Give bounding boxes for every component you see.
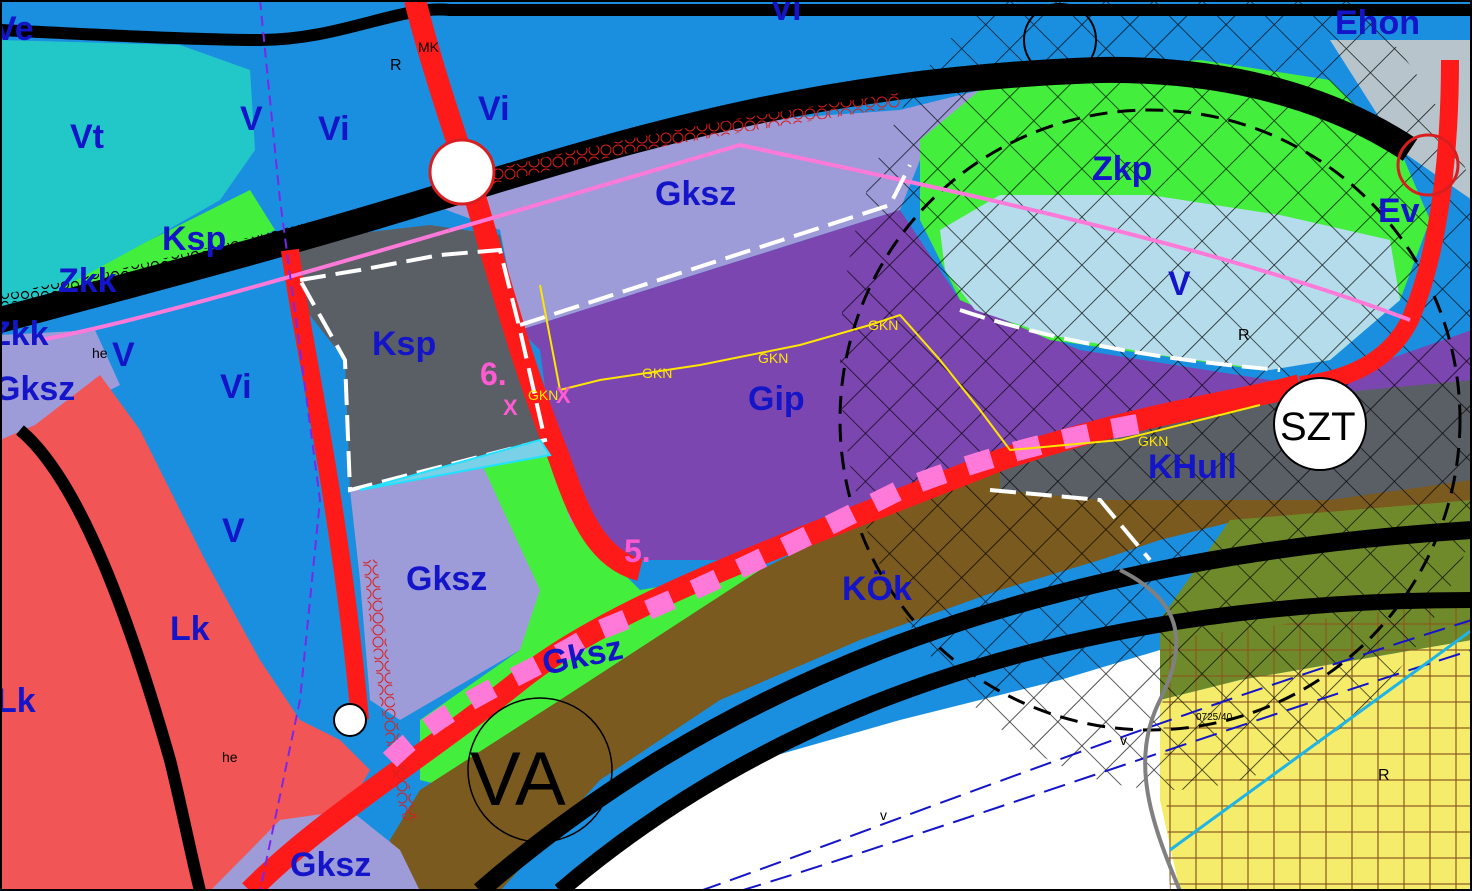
parcel-number: 0725/40	[1196, 712, 1233, 723]
label-vi-center: Vi	[478, 90, 510, 128]
label-ksp-center: Ksp	[372, 325, 436, 363]
v-label-2: v	[1120, 732, 1127, 748]
label-zkk-left: Zkk	[58, 262, 117, 300]
zone-vt	[0, 40, 255, 310]
gkn-line	[539, 284, 1261, 452]
gkn-label-2: GKN	[758, 350, 788, 366]
gkn-label-1: GKN	[642, 365, 672, 381]
label-gksz-mid: Gksz	[406, 560, 487, 598]
boundary-white-3	[959, 308, 1281, 372]
rail-pattern	[0, 190, 432, 305]
va-circle	[467, 697, 613, 843]
label-v-lake: V	[1168, 265, 1191, 303]
label-gksz-bottom: Gksz	[290, 846, 371, 884]
label-vt: Vt	[70, 118, 104, 156]
label-v-left: V	[240, 100, 263, 138]
label-ksp-left: Ksp	[162, 220, 226, 258]
boundary-white-2	[296, 247, 548, 493]
he-label-1: he	[92, 345, 108, 361]
zone-lk	[0, 375, 370, 891]
label-lk-center: Lk	[170, 610, 210, 648]
road-black-curve-2	[554, 592, 1472, 891]
he-label-2: he	[222, 749, 238, 765]
pink-dashed-route	[382, 410, 1162, 768]
intersection-circle-2	[1396, 133, 1460, 197]
zone-gksz-left	[0, 330, 120, 440]
water-line-2	[739, 649, 1472, 891]
label-gksz-top: Gksz	[655, 175, 736, 213]
road-red-left	[281, 248, 369, 721]
road-black-main	[0, 56, 1418, 333]
grey-road	[1119, 568, 1182, 891]
marker-5: 5.	[624, 533, 651, 569]
mk-label: MK	[418, 39, 440, 55]
label-szt: SZT	[1280, 405, 1356, 449]
v-label-1: v	[880, 807, 887, 823]
label-gksz-edge: Gksz	[0, 370, 75, 408]
zone-green-left	[40, 190, 275, 300]
label-zkp: Zkp	[1092, 150, 1152, 188]
intersection-circle-4	[333, 703, 367, 737]
r-label-3: R	[1378, 767, 1390, 784]
cyan-line	[1169, 628, 1472, 852]
boundary-white-4	[989, 488, 1152, 562]
cyan-triangle	[359, 438, 552, 491]
label-ehon: Ehon	[1335, 4, 1420, 42]
intersection-circle-3	[1023, 3, 1097, 77]
boundary-white-1	[519, 164, 912, 327]
road-black-top	[0, 3, 1472, 47]
gkn-label-5: GKN	[528, 387, 558, 403]
label-vi-left: Vi	[318, 110, 350, 148]
marker-x2: X	[556, 383, 571, 408]
water-line-1	[699, 619, 1472, 891]
label-va: VA	[470, 737, 566, 822]
label-kok: KÖk	[842, 570, 912, 608]
road-black-left	[16, 425, 206, 891]
road-red-right	[1299, 59, 1459, 394]
label-vi-top: Vi	[770, 0, 802, 28]
zone-ksp	[290, 225, 545, 490]
gkn-label-3: GKN	[868, 317, 898, 333]
intersection-circle-1	[428, 138, 496, 206]
road-red-vertical	[404, 0, 644, 581]
red-circles-row	[478, 93, 902, 187]
label-gip: Gip	[748, 380, 805, 418]
purple-dashed-line	[259, 0, 322, 891]
r-label-2: R	[1238, 327, 1250, 344]
red-circles-col	[363, 559, 417, 822]
label-ev: Ev	[1378, 192, 1420, 230]
pink-line	[39, 142, 1411, 342]
r-label-1: R	[390, 57, 402, 74]
marker-x1: X	[503, 395, 518, 420]
marker-6: 6.	[480, 356, 507, 392]
label-lk-left: Lk	[0, 682, 36, 720]
protection-zone-hatch	[840, 0, 1472, 790]
szt-circle	[1273, 377, 1367, 471]
label-vi-mid: Vi	[220, 368, 252, 406]
gkn-label-4: GKN	[1138, 433, 1168, 449]
zone-gksz-top	[420, 90, 980, 330]
label-v-lower: V	[222, 512, 245, 550]
label-v-mid: V	[112, 336, 135, 374]
road-black-curve-1	[474, 521, 1472, 891]
label-zkk-edge: Zkk	[0, 315, 49, 353]
label-khull: KHull	[1148, 448, 1237, 486]
label-ve: Ve	[0, 10, 34, 48]
